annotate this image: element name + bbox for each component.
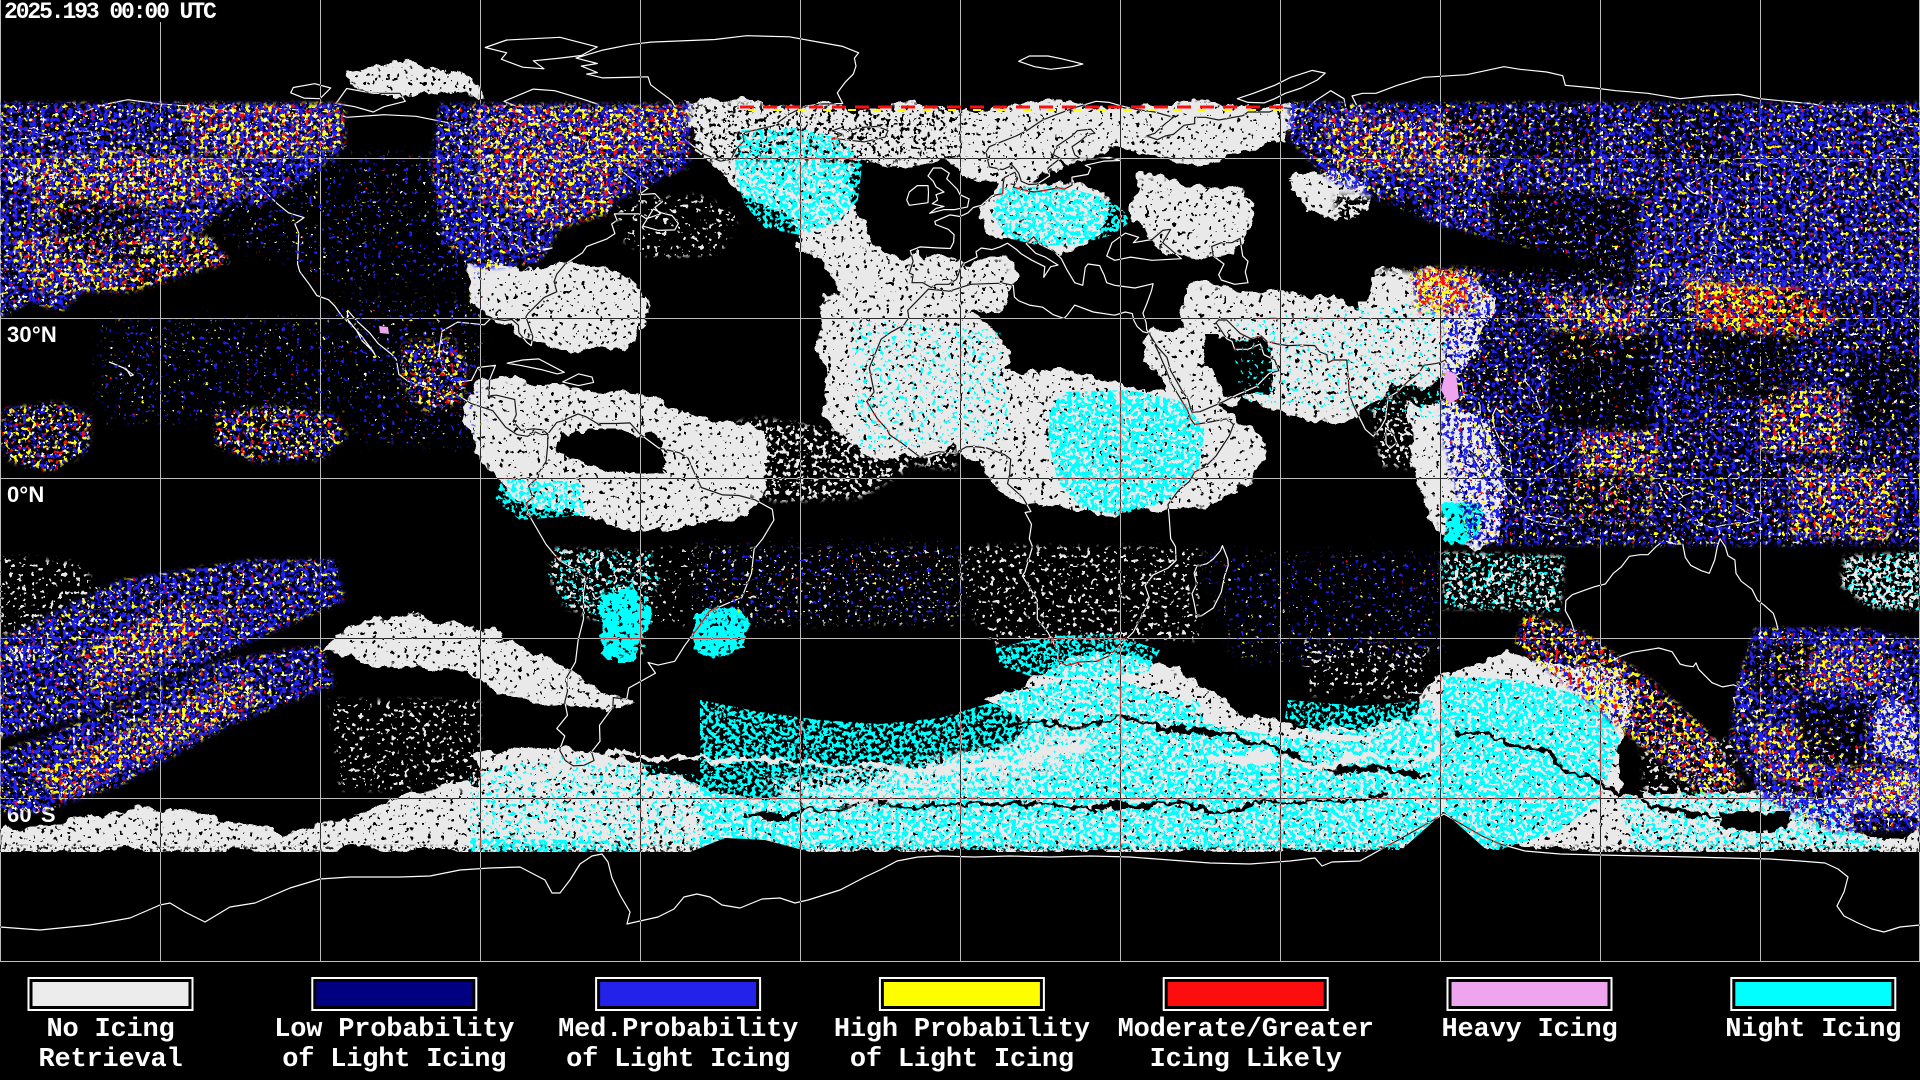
svg-text:Med.Probability: Med.Probability [558, 1015, 798, 1045]
svg-text:Retrieval: Retrieval [38, 1045, 182, 1075]
svg-text:of Light Icing: of Light Icing [282, 1045, 506, 1075]
svg-text:Low Probability: Low Probability [274, 1015, 514, 1045]
svg-text:of Light Icing: of Light Icing [850, 1045, 1074, 1075]
svg-text:Night Icing: Night Icing [1725, 1015, 1901, 1045]
svg-text:No Icing: No Icing [46, 1015, 174, 1045]
svg-text:High Probability: High Probability [834, 1015, 1090, 1045]
svg-text:Heavy Icing: Heavy Icing [1441, 1015, 1617, 1045]
svg-text:Moderate/Greater: Moderate/Greater [1118, 1015, 1374, 1045]
svg-text:of Light Icing: of Light Icing [566, 1045, 790, 1075]
svg-text:Icing Likely: Icing Likely [1150, 1045, 1342, 1075]
